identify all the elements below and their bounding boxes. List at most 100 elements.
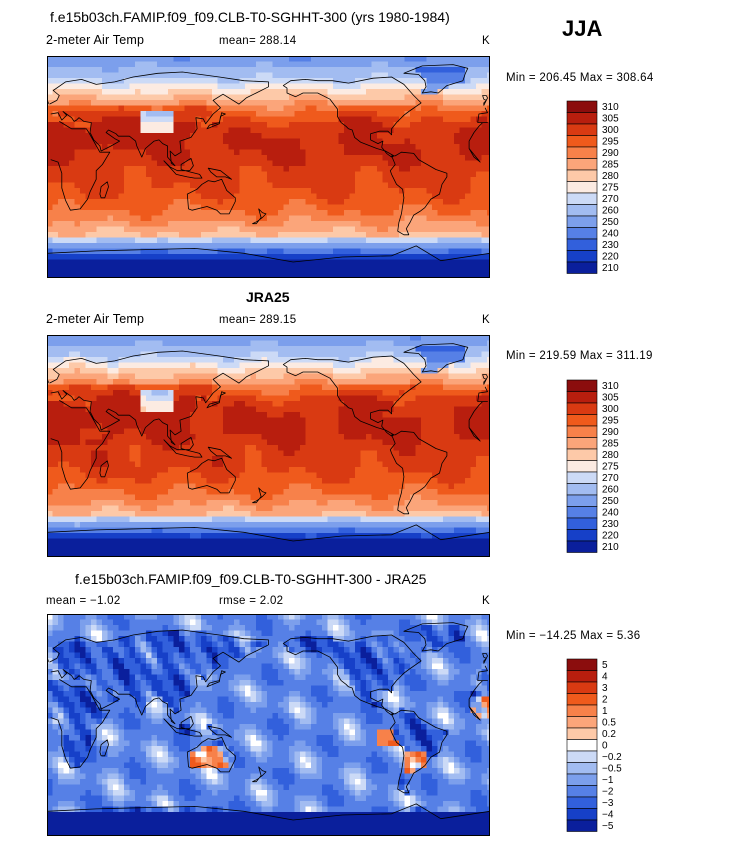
colorbar-1: 3103053002952902852802752702602502402302… bbox=[566, 100, 619, 274]
colorbar-label: 250 bbox=[602, 217, 619, 228]
coastline bbox=[47, 622, 490, 835]
colorbar-swatch bbox=[566, 402, 598, 415]
panel-1-variable: 2-meter Air Temp bbox=[46, 33, 145, 47]
colorbar-label: 240 bbox=[602, 229, 619, 240]
panel-3-title: f.e15b03ch.FAMIP.f09_f09.CLB-T0-SGHHT-30… bbox=[75, 571, 427, 587]
panel-3-mean: mean = −1.02 bbox=[46, 595, 121, 607]
colorbar-swatch bbox=[566, 379, 598, 392]
map-difference bbox=[47, 614, 490, 836]
colorbar-label: 230 bbox=[602, 240, 619, 251]
colorbar-swatch bbox=[566, 112, 598, 125]
colorbar-swatch bbox=[566, 773, 598, 786]
colorbar-swatch bbox=[566, 506, 598, 519]
colorbar-label: 290 bbox=[602, 148, 619, 159]
colorbar-swatch bbox=[566, 238, 598, 251]
colorbar-label: −4 bbox=[602, 810, 614, 821]
colorbar-swatch bbox=[566, 215, 598, 228]
colorbar-2: 3103053002952902852802752702602502402302… bbox=[566, 379, 619, 553]
colorbar-swatch bbox=[566, 192, 598, 205]
colorbar-label: 275 bbox=[602, 462, 619, 473]
colorbar-label: 1 bbox=[602, 706, 608, 717]
colorbar-swatch bbox=[566, 517, 598, 530]
colorbar-swatch bbox=[566, 750, 598, 763]
colorbar-label: 220 bbox=[602, 531, 619, 542]
colorbar-label: 2 bbox=[602, 695, 608, 706]
colorbar-label: 230 bbox=[602, 519, 619, 530]
colorbar-label: −1 bbox=[602, 775, 614, 786]
colorbar-label: 210 bbox=[602, 263, 619, 274]
colorbar-label: 0.2 bbox=[602, 729, 616, 740]
colorbar-swatch bbox=[566, 169, 598, 182]
panel-3-minmax: Min = −14.25 Max = 5.36 bbox=[506, 630, 641, 642]
colorbar-swatch bbox=[566, 529, 598, 542]
colorbar-label: −5 bbox=[602, 821, 614, 832]
colorbar-swatch bbox=[566, 158, 598, 171]
colorbar-label: −3 bbox=[602, 798, 614, 809]
colorbar-label: 295 bbox=[602, 416, 619, 427]
colorbar-swatch bbox=[566, 250, 598, 263]
colorbar-swatch bbox=[566, 540, 598, 553]
colorbar-label: 210 bbox=[602, 542, 619, 553]
colorbar-label: 275 bbox=[602, 183, 619, 194]
colorbar-swatch bbox=[566, 704, 598, 717]
panel-3-units: K bbox=[482, 595, 490, 607]
colorbar-swatch bbox=[566, 494, 598, 507]
colorbar-label: −2 bbox=[602, 787, 614, 798]
colorbar-label: 285 bbox=[602, 439, 619, 450]
colorbar-swatch bbox=[566, 204, 598, 217]
colorbar-label: −0.5 bbox=[602, 764, 622, 775]
panel-1-mean: mean= 288.14 bbox=[219, 35, 297, 47]
map-model-t2m bbox=[47, 56, 490, 278]
colorbar-swatch bbox=[566, 391, 598, 404]
colorbar-label: 295 bbox=[602, 137, 619, 148]
heatmap-cells bbox=[47, 335, 490, 557]
colorbar-label: 310 bbox=[602, 381, 619, 392]
colorbar-label: 300 bbox=[602, 404, 619, 415]
coastline bbox=[47, 343, 490, 556]
colorbar-label: 220 bbox=[602, 252, 619, 263]
colorbar-swatch bbox=[566, 448, 598, 461]
panel-2-title: JRA25 bbox=[246, 289, 290, 305]
colorbar-label: 260 bbox=[602, 485, 619, 496]
colorbar-label: 300 bbox=[602, 125, 619, 136]
colorbar-swatch bbox=[566, 100, 598, 113]
colorbar-swatch bbox=[566, 123, 598, 136]
colorbar-label: 240 bbox=[602, 508, 619, 519]
panel-2-units: K bbox=[482, 314, 490, 326]
colorbar-label: 0.5 bbox=[602, 718, 616, 729]
map-jra25-t2m bbox=[47, 335, 490, 557]
colorbar-swatch bbox=[566, 762, 598, 775]
colorbar-swatch bbox=[566, 460, 598, 473]
colorbar-swatch bbox=[566, 146, 598, 159]
colorbar-swatch bbox=[566, 658, 598, 671]
colorbar-swatch bbox=[566, 681, 598, 694]
panel-1-title: f.e15b03ch.FAMIP.f09_f09.CLB-T0-SGHHT-30… bbox=[50, 9, 450, 25]
heatmap-cells bbox=[47, 614, 490, 836]
colorbar-label: 305 bbox=[602, 393, 619, 404]
colorbar-label: 305 bbox=[602, 114, 619, 125]
colorbar-swatch bbox=[566, 796, 598, 809]
colorbar-swatch bbox=[566, 471, 598, 484]
panel-1-minmax: Min = 206.45 Max = 308.64 bbox=[506, 72, 654, 84]
colorbar-swatch bbox=[566, 135, 598, 148]
colorbar-label: 4 bbox=[602, 672, 608, 683]
panel-1-units: K bbox=[482, 35, 490, 47]
colorbar-swatch bbox=[566, 181, 598, 194]
colorbar-swatch bbox=[566, 819, 598, 832]
colorbar-label: 285 bbox=[602, 160, 619, 171]
colorbar-label: 310 bbox=[602, 102, 619, 113]
colorbar-swatch bbox=[566, 739, 598, 752]
panel-3-rmse: rmse = 2.02 bbox=[219, 595, 284, 607]
colorbar-swatch bbox=[566, 425, 598, 438]
colorbar-swatch bbox=[566, 483, 598, 496]
heatmap-cells bbox=[47, 56, 490, 278]
colorbar-label: 280 bbox=[602, 171, 619, 182]
colorbar-swatch bbox=[566, 785, 598, 798]
colorbar-label: 290 bbox=[602, 427, 619, 438]
colorbar-label: 3 bbox=[602, 683, 608, 694]
colorbar-label: −0.2 bbox=[602, 752, 622, 763]
colorbar-swatch bbox=[566, 414, 598, 427]
colorbar-swatch bbox=[566, 227, 598, 240]
colorbar-swatch bbox=[566, 727, 598, 740]
